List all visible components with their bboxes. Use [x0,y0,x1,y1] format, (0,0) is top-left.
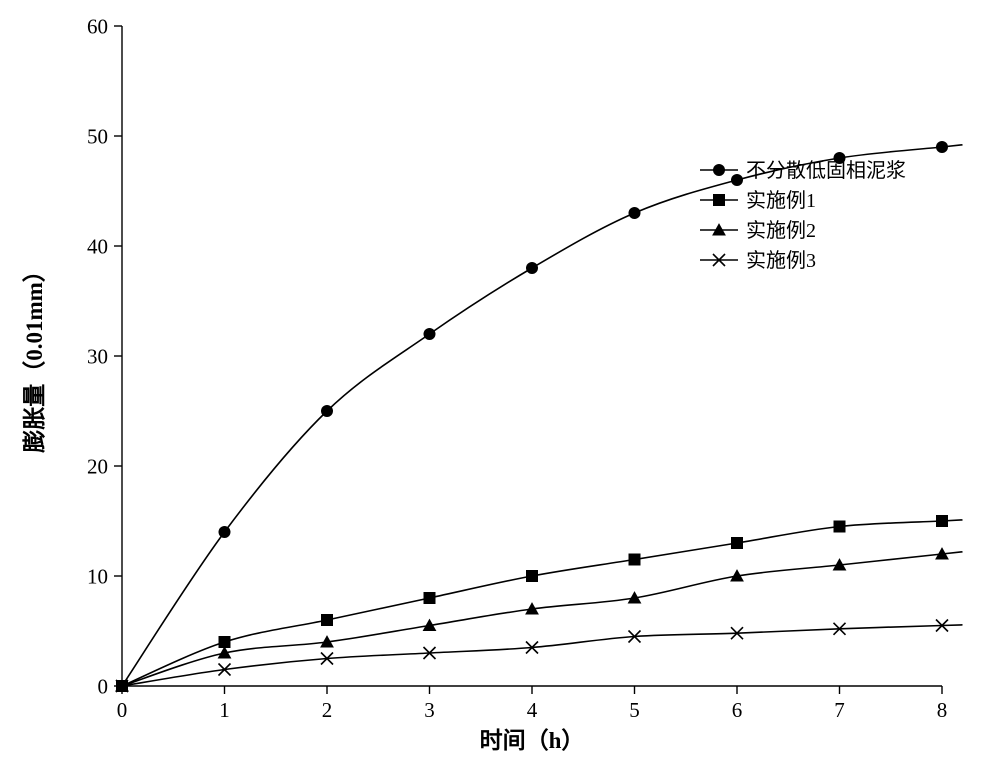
x-tick-label: 6 [732,698,743,722]
x-tick-label: 8 [937,698,948,722]
y-tick-label: 60 [87,14,108,38]
x-tick-label: 2 [322,698,333,722]
x-tick-label: 4 [527,698,538,722]
y-tick-label: 40 [87,234,108,258]
x-tick-label: 3 [424,698,435,722]
y-tick-label: 10 [87,564,108,588]
y-tick-label: 20 [87,454,108,478]
y-tick-label: 50 [87,124,108,148]
x-tick-label: 1 [219,698,230,722]
x-tick-label: 0 [117,698,128,722]
legend-label: 实施例2 [746,219,816,242]
x-tick-label: 7 [834,698,845,722]
legend-label: 实施例1 [746,189,816,212]
legend-label: 实施例3 [746,249,816,272]
x-axis-title: 时间（h） [480,727,585,753]
y-tick-label: 30 [87,344,108,368]
x-tick-label: 5 [629,698,640,722]
swelling-chart: 0 1 2 3 4 5 6 7 8 时间（h） 0 10 20 30 40 50 60 膨胀量（0.01mm） 不分… [0,0,1000,776]
y-tick-label: 0 [98,674,109,698]
y-axis-title: 膨胀量（0.01mm） [21,259,47,454]
legend-label: 不分散低固相泥浆 [746,159,906,182]
